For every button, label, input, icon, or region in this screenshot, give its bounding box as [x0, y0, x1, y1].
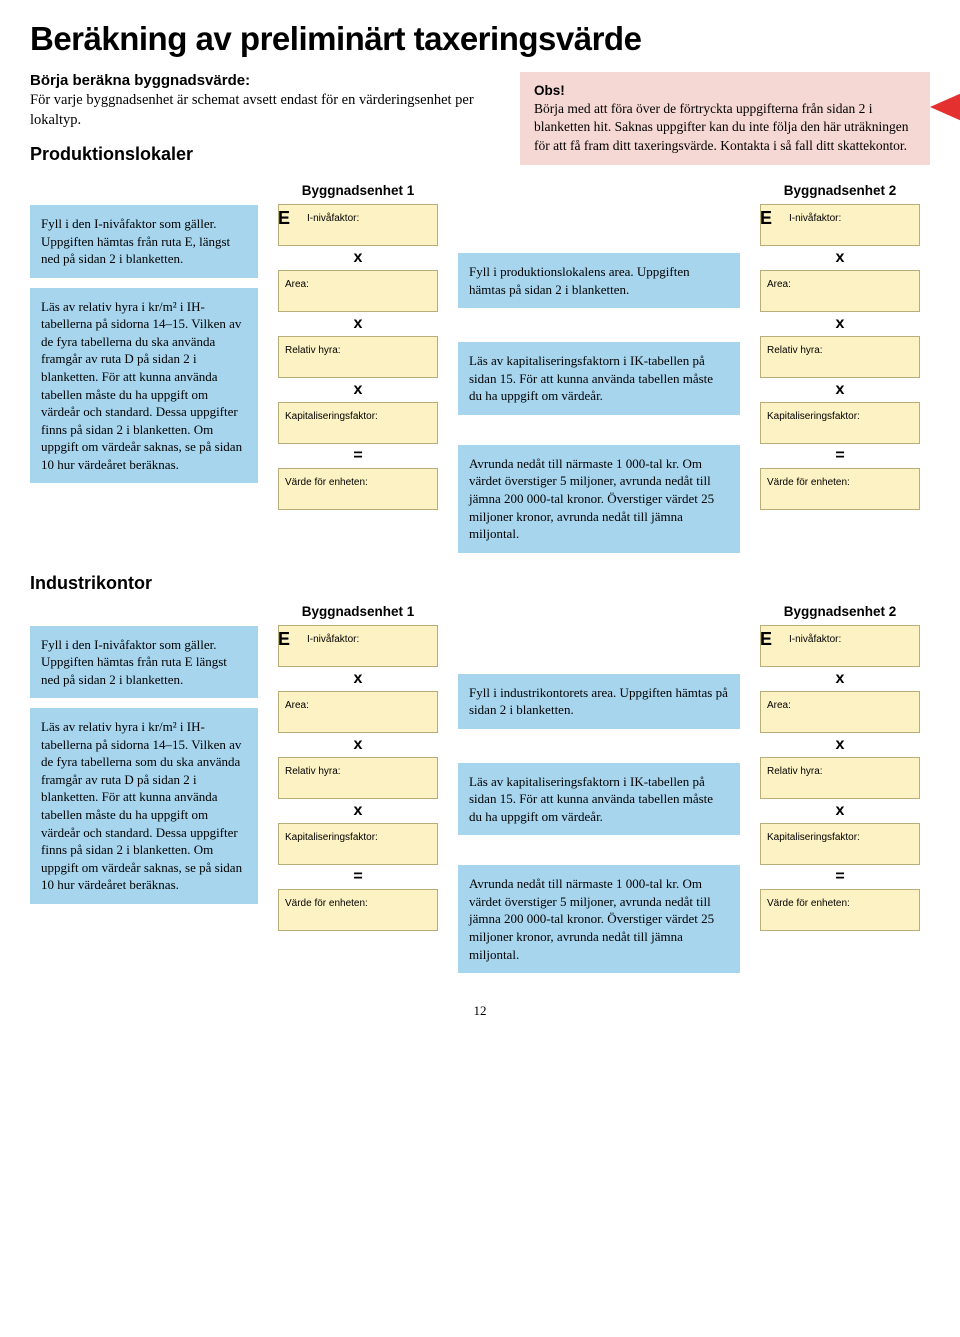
op-x: x	[836, 316, 845, 332]
info-box-area-2: Fyll i industrikontorets area. Uppgiften…	[458, 674, 740, 729]
intro-subhead: Börja beräkna byggnadsvärde:	[30, 72, 490, 89]
label-relhyra: Relativ hyra:	[285, 766, 341, 777]
label-relhyra: Relativ hyra:	[767, 345, 823, 356]
unit1b-header: Byggnadsenhet 1	[302, 604, 415, 619]
op-eq: =	[835, 448, 844, 464]
page-title: Beräkning av preliminärt taxeringsvärde	[30, 20, 930, 58]
op-x: x	[354, 803, 363, 819]
field-iniva-2b[interactable]: E I-nivåfaktor:	[760, 625, 920, 667]
field-varde-2b[interactable]: Värde för enheten:	[760, 889, 920, 931]
op-x: x	[354, 382, 363, 398]
label-iniva: I-nivåfaktor:	[307, 213, 359, 224]
field-kapf-1b[interactable]: Kapitaliseringsfaktor:	[278, 823, 438, 865]
label-area: Area:	[767, 279, 791, 290]
label-iniva: I-nivåfaktor:	[789, 634, 841, 645]
info-box-relhyra-2: Läs av relativ hyra i kr/m² i IH-tabelle…	[30, 708, 258, 903]
label-E: E	[760, 629, 780, 650]
label-area: Area:	[285, 700, 309, 711]
field-area-2b[interactable]: Area:	[760, 691, 920, 733]
field-relhyra-2[interactable]: Relativ hyra:	[760, 336, 920, 378]
calc-col-unit2: Byggnadsenhet 2 E I-nivåfaktor: x Area: …	[750, 183, 930, 510]
info-box-iniva-2: Fyll i den I-nivåfaktor som gäller. Uppg…	[30, 626, 258, 699]
field-area-1b[interactable]: Area:	[278, 691, 438, 733]
info-box-relhyra-1: Läs av relativ hyra i kr/m² i IH-tabelle…	[30, 288, 258, 483]
mid-col-2: Fyll i industrikontorets area. Uppgiften…	[458, 604, 740, 979]
label-kapf: Kapitaliseringsfaktor:	[767, 832, 860, 843]
field-iniva-1b[interactable]: E I-nivåfaktor:	[278, 625, 438, 667]
op-x: x	[836, 803, 845, 819]
field-varde-1b[interactable]: Värde för enheten:	[278, 889, 438, 931]
op-x: x	[836, 250, 845, 266]
op-x: x	[354, 737, 363, 753]
op-x: x	[354, 671, 363, 687]
field-kapf-1[interactable]: Kapitaliseringsfaktor:	[278, 402, 438, 444]
label-varde: Värde för enheten:	[767, 898, 850, 909]
op-eq: =	[835, 869, 844, 885]
field-kapf-2[interactable]: Kapitaliseringsfaktor:	[760, 402, 920, 444]
op-x: x	[836, 671, 845, 687]
field-varde-2[interactable]: Värde för enheten:	[760, 468, 920, 510]
left-col-1: Fyll i den I-nivåfaktor som gäller. Uppg…	[30, 183, 258, 493]
op-x: x	[354, 316, 363, 332]
op-eq: =	[353, 448, 362, 464]
info-box-iniva-1: Fyll i den I-nivåfaktor som gäller. Uppg…	[30, 205, 258, 278]
field-relhyra-2b[interactable]: Relativ hyra:	[760, 757, 920, 799]
label-area: Area:	[285, 279, 309, 290]
field-relhyra-1[interactable]: Relativ hyra:	[278, 336, 438, 378]
obs-box: Obs! Börja med att föra över de förtryck…	[520, 72, 930, 165]
label-varde: Värde för enheten:	[285, 898, 368, 909]
calc-col-unit1b: Byggnadsenhet 1 E I-nivåfaktor: x Area: …	[268, 604, 448, 931]
label-varde: Värde för enheten:	[767, 477, 850, 488]
label-E: E	[278, 629, 298, 650]
intro-row: Börja beräkna byggnadsvärde: För varje b…	[30, 72, 930, 165]
section1-heading: Produktionslokaler	[30, 144, 490, 165]
label-iniva: I-nivåfaktor:	[307, 634, 359, 645]
field-iniva-2[interactable]: E I-nivåfaktor:	[760, 204, 920, 246]
calc-col-unit2b: Byggnadsenhet 2 E I-nivåfaktor: x Area: …	[750, 604, 930, 931]
field-area-1[interactable]: Area:	[278, 270, 438, 312]
intro-text: För varje byggnadsenhet är schemat avset…	[30, 91, 490, 130]
section2-heading: Industrikontor	[30, 573, 930, 594]
arrow-icon	[930, 92, 960, 122]
label-relhyra: Relativ hyra:	[285, 345, 341, 356]
calc-col-unit1: Byggnadsenhet 1 E I-nivåfaktor: x Area: …	[268, 183, 448, 510]
field-relhyra-1b[interactable]: Relativ hyra:	[278, 757, 438, 799]
obs-body: Börja med att föra över de förtryckta up…	[534, 101, 909, 152]
info-box-round-1: Avrunda nedåt till närmaste 1 000-tal kr…	[458, 445, 740, 553]
info-box-kap-2: Läs av kapitaliseringsfaktorn i IK-tabel…	[458, 763, 740, 836]
unit1-header: Byggnadsenhet 1	[302, 183, 415, 198]
info-box-round-2: Avrunda nedåt till närmaste 1 000-tal kr…	[458, 865, 740, 973]
op-x: x	[836, 737, 845, 753]
label-E: E	[760, 208, 780, 229]
section2-grid: Fyll i den I-nivåfaktor som gäller. Uppg…	[30, 604, 930, 979]
field-varde-1[interactable]: Värde för enheten:	[278, 468, 438, 510]
op-eq: =	[353, 869, 362, 885]
label-area: Area:	[767, 700, 791, 711]
label-relhyra: Relativ hyra:	[767, 766, 823, 777]
unit2-header: Byggnadsenhet 2	[784, 183, 897, 198]
info-box-area-1: Fyll i produktionslokalens area. Uppgift…	[458, 253, 740, 308]
intro-left: Börja beräkna byggnadsvärde: För varje b…	[30, 72, 490, 165]
info-box-kap-1: Läs av kapitaliseringsfaktorn i IK-tabel…	[458, 342, 740, 415]
section1-grid: Fyll i den I-nivåfaktor som gäller. Uppg…	[30, 183, 930, 558]
label-iniva: I-nivåfaktor:	[789, 213, 841, 224]
obs-head: Obs!	[534, 83, 565, 98]
op-x: x	[836, 382, 845, 398]
field-kapf-2b[interactable]: Kapitaliseringsfaktor:	[760, 823, 920, 865]
field-area-2[interactable]: Area:	[760, 270, 920, 312]
op-x: x	[354, 250, 363, 266]
label-kapf: Kapitaliseringsfaktor:	[285, 411, 378, 422]
page-number: 12	[30, 1003, 930, 1019]
label-varde: Värde för enheten:	[285, 477, 368, 488]
unit2b-header: Byggnadsenhet 2	[784, 604, 897, 619]
field-iniva-1[interactable]: E I-nivåfaktor:	[278, 204, 438, 246]
label-kapf: Kapitaliseringsfaktor:	[767, 411, 860, 422]
label-E: E	[278, 208, 298, 229]
mid-col-1: Fyll i produktionslokalens area. Uppgift…	[458, 183, 740, 558]
left-col-2: Fyll i den I-nivåfaktor som gäller. Uppg…	[30, 604, 258, 914]
label-kapf: Kapitaliseringsfaktor:	[285, 832, 378, 843]
